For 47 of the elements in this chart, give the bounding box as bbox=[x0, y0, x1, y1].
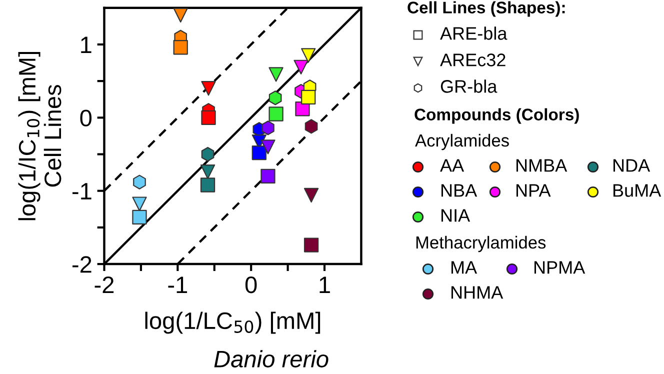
legend-label: MA bbox=[451, 261, 478, 274]
x-tick-label: -2 bbox=[94, 276, 114, 293]
point bbox=[173, 40, 188, 55]
point bbox=[200, 178, 216, 192]
legend-label: BuMA bbox=[613, 184, 662, 197]
legend-label: NMBA bbox=[516, 159, 568, 172]
legend-label: GR-bla bbox=[440, 80, 498, 93]
point bbox=[301, 48, 316, 63]
point bbox=[201, 81, 216, 96]
y-tick-label: 0 bbox=[80, 110, 92, 126]
point bbox=[304, 238, 319, 252]
y-tick-label: -2 bbox=[72, 256, 92, 273]
x-tick-label: 1 bbox=[320, 276, 330, 293]
point bbox=[301, 90, 316, 104]
point bbox=[268, 106, 284, 122]
text: Acrylamides bbox=[415, 134, 509, 150]
legend-label: NPMA bbox=[534, 261, 586, 274]
point bbox=[260, 168, 276, 184]
legend-label: NPA bbox=[516, 184, 551, 197]
point bbox=[173, 8, 188, 22]
text: Compounds (Colors) bbox=[414, 108, 579, 124]
point bbox=[304, 188, 319, 203]
point bbox=[252, 145, 266, 160]
legend-label: NHMA bbox=[451, 286, 504, 299]
point bbox=[201, 110, 216, 125]
text: Methacrylamides bbox=[416, 236, 546, 252]
point bbox=[132, 210, 147, 225]
y-axis-title: log(1/IC$_{10}$) [mM] Cell Lines bbox=[18, 52, 62, 220]
legend-label: ARE-bla bbox=[440, 26, 508, 40]
point bbox=[268, 90, 282, 106]
point bbox=[268, 67, 284, 82]
x-tick-label: 0 bbox=[245, 276, 257, 294]
y-tick-label: -1 bbox=[72, 183, 92, 200]
point bbox=[260, 140, 276, 154]
point bbox=[200, 164, 216, 180]
x-tick-label: -1 bbox=[168, 276, 188, 293]
legend-label: AREc32 bbox=[440, 54, 506, 66]
legend-label: AA bbox=[440, 159, 464, 172]
point bbox=[132, 196, 147, 212]
text: Cell Lines (Shapes): bbox=[408, 1, 565, 17]
y-tick-label: 1 bbox=[81, 36, 92, 54]
x-axis-title: log(1/LC$_{50}$) [mM] bbox=[145, 312, 320, 334]
legend-label: NIA bbox=[441, 209, 470, 222]
legend-label: NDA bbox=[613, 159, 650, 172]
point bbox=[294, 60, 308, 74]
text: Danio rerio bbox=[214, 350, 328, 368]
legend-label: NBA bbox=[441, 184, 478, 197]
